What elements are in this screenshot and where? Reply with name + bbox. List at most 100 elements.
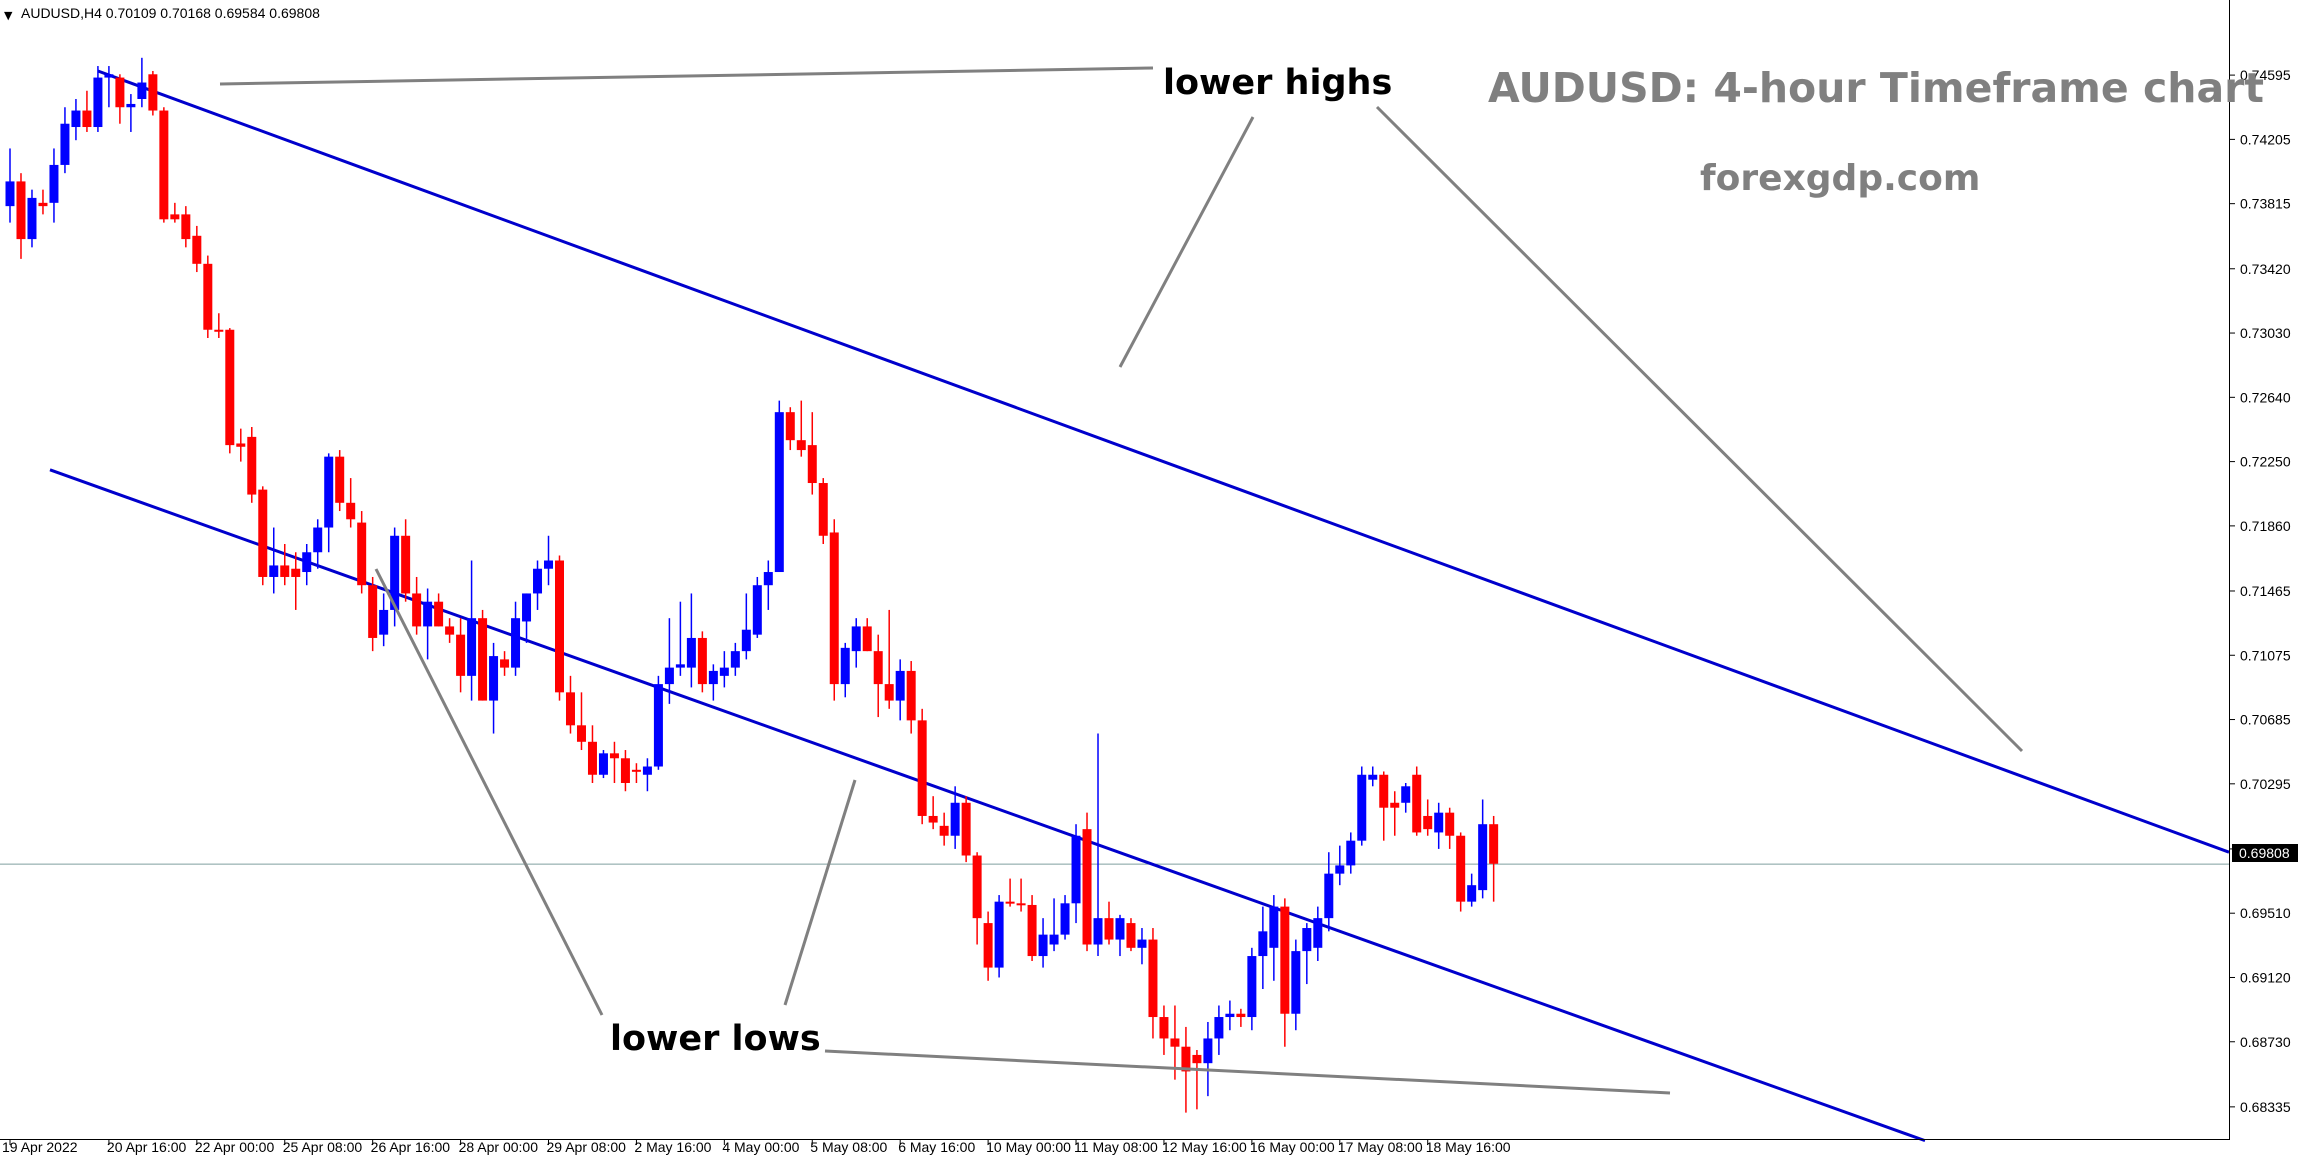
x-tick-label: 25 Apr 08:00 [283, 1139, 363, 1155]
bearish-candle [247, 426, 257, 503]
candle-body [1170, 1038, 1180, 1047]
candle-body [1093, 918, 1103, 945]
candle-body [1280, 906, 1290, 1014]
y-tick-label: 0.73815 [2240, 196, 2291, 212]
candle-body [192, 235, 202, 264]
candle-body [1412, 774, 1422, 833]
candle-body [598, 753, 608, 775]
bullish-candle [1434, 802, 1444, 849]
candle-body [1203, 1038, 1213, 1064]
candle-body [818, 483, 828, 536]
bullish-candle [1401, 782, 1411, 813]
candle-body [686, 637, 696, 668]
bearish-candle [983, 911, 993, 981]
bullish-candle [71, 99, 81, 141]
bullish-candle [851, 618, 861, 668]
bullish-candle [1203, 1021, 1213, 1097]
bearish-candle [412, 576, 422, 635]
bullish-candle [324, 453, 334, 553]
bearish-candle [1456, 832, 1466, 912]
candle-body [1236, 1013, 1246, 1018]
candle-body [1016, 903, 1026, 906]
lower-lows-pointer-1 [374, 568, 604, 1016]
time-axis-line [0, 1139, 2229, 1140]
current-price-tag [2232, 844, 2298, 862]
bullish-candle [1137, 928, 1147, 965]
bullish-candle [1214, 1005, 1224, 1055]
bearish-candle [478, 609, 488, 701]
candle-body [291, 568, 301, 577]
candle-body [785, 412, 795, 441]
candle-body [533, 568, 543, 594]
bearish-candle [236, 428, 246, 462]
candle-body [511, 618, 521, 668]
candle-body [1126, 923, 1136, 948]
candle-body [884, 684, 894, 701]
bearish-candle [82, 90, 92, 132]
x-tick-label: 17 May 08:00 [1338, 1139, 1423, 1155]
candle-body [917, 720, 927, 816]
bullish-candle [752, 576, 762, 638]
bullish-candle [1247, 947, 1257, 1031]
bearish-candle [555, 555, 564, 701]
candle-body [939, 825, 949, 836]
candle-body [500, 659, 510, 668]
bullish-candle [840, 642, 850, 698]
x-tick-label: 12 May 16:00 [1162, 1139, 1247, 1155]
bullish-candle [467, 560, 477, 701]
bearish-candle [1126, 918, 1136, 952]
candle-body [5, 181, 15, 207]
bearish-candle [159, 107, 169, 223]
bearish-candle [576, 692, 586, 751]
candle-body [829, 532, 839, 685]
bullish-candle [653, 675, 663, 770]
symbol-header-text: AUDUSD,H4 0.70109 0.70168 0.69584 0.6980… [21, 5, 320, 21]
bearish-candle [280, 544, 290, 586]
candle-body [126, 103, 136, 108]
bearish-candle [631, 763, 641, 783]
bearish-candle [620, 750, 630, 792]
bullish-candle [1478, 799, 1488, 899]
bearish-candle [862, 618, 872, 652]
candle-body [522, 593, 532, 622]
bullish-candle [1115, 914, 1125, 957]
bearish-candle [445, 618, 455, 643]
x-tick-label: 2 May 16:00 [634, 1139, 711, 1155]
candle-body [950, 802, 960, 836]
candle-body [1104, 918, 1114, 940]
bullish-candle [137, 57, 147, 108]
bullish-candle [269, 527, 279, 594]
x-tick-label: 22 Apr 00:00 [195, 1139, 275, 1155]
candle-body [1258, 931, 1268, 957]
bearish-candle [587, 725, 597, 783]
lower-lows-label: lower lows [610, 1019, 821, 1059]
x-tick-label: 18 May 16:00 [1426, 1139, 1511, 1155]
bullish-candle [1357, 766, 1367, 846]
candle-body [269, 565, 279, 577]
symbol-header: ▼ AUDUSD,H4 0.70109 0.70168 0.69584 0.69… [4, 5, 320, 22]
price-axis-line [2229, 0, 2230, 1140]
candle-body [456, 634, 466, 676]
candle-body [357, 522, 367, 586]
bullish-candle [686, 593, 696, 688]
bullish-candle [60, 107, 70, 174]
bearish-candle [939, 812, 949, 846]
candle-body [1071, 835, 1081, 904]
bullish-candle [950, 786, 960, 849]
bearish-candle [1423, 799, 1433, 836]
dropdown-arrow-icon[interactable]: ▼ [4, 9, 13, 22]
x-tick-label: 20 Apr 16:00 [107, 1139, 187, 1155]
bullish-candle [763, 560, 773, 610]
y-tick-label: 0.69510 [2240, 905, 2291, 921]
candle-body [609, 753, 619, 759]
candle-body [1302, 928, 1312, 952]
candle-body [763, 572, 773, 586]
y-tick-label: 0.74595 [2240, 67, 2291, 83]
candle-body [653, 684, 663, 767]
lower-highs-pointer-1 [219, 66, 1154, 86]
candle-body [1423, 815, 1433, 830]
bullish-candle [1071, 824, 1081, 924]
lower-lows-pointer-2 [783, 779, 857, 1006]
candle-body [324, 456, 334, 528]
